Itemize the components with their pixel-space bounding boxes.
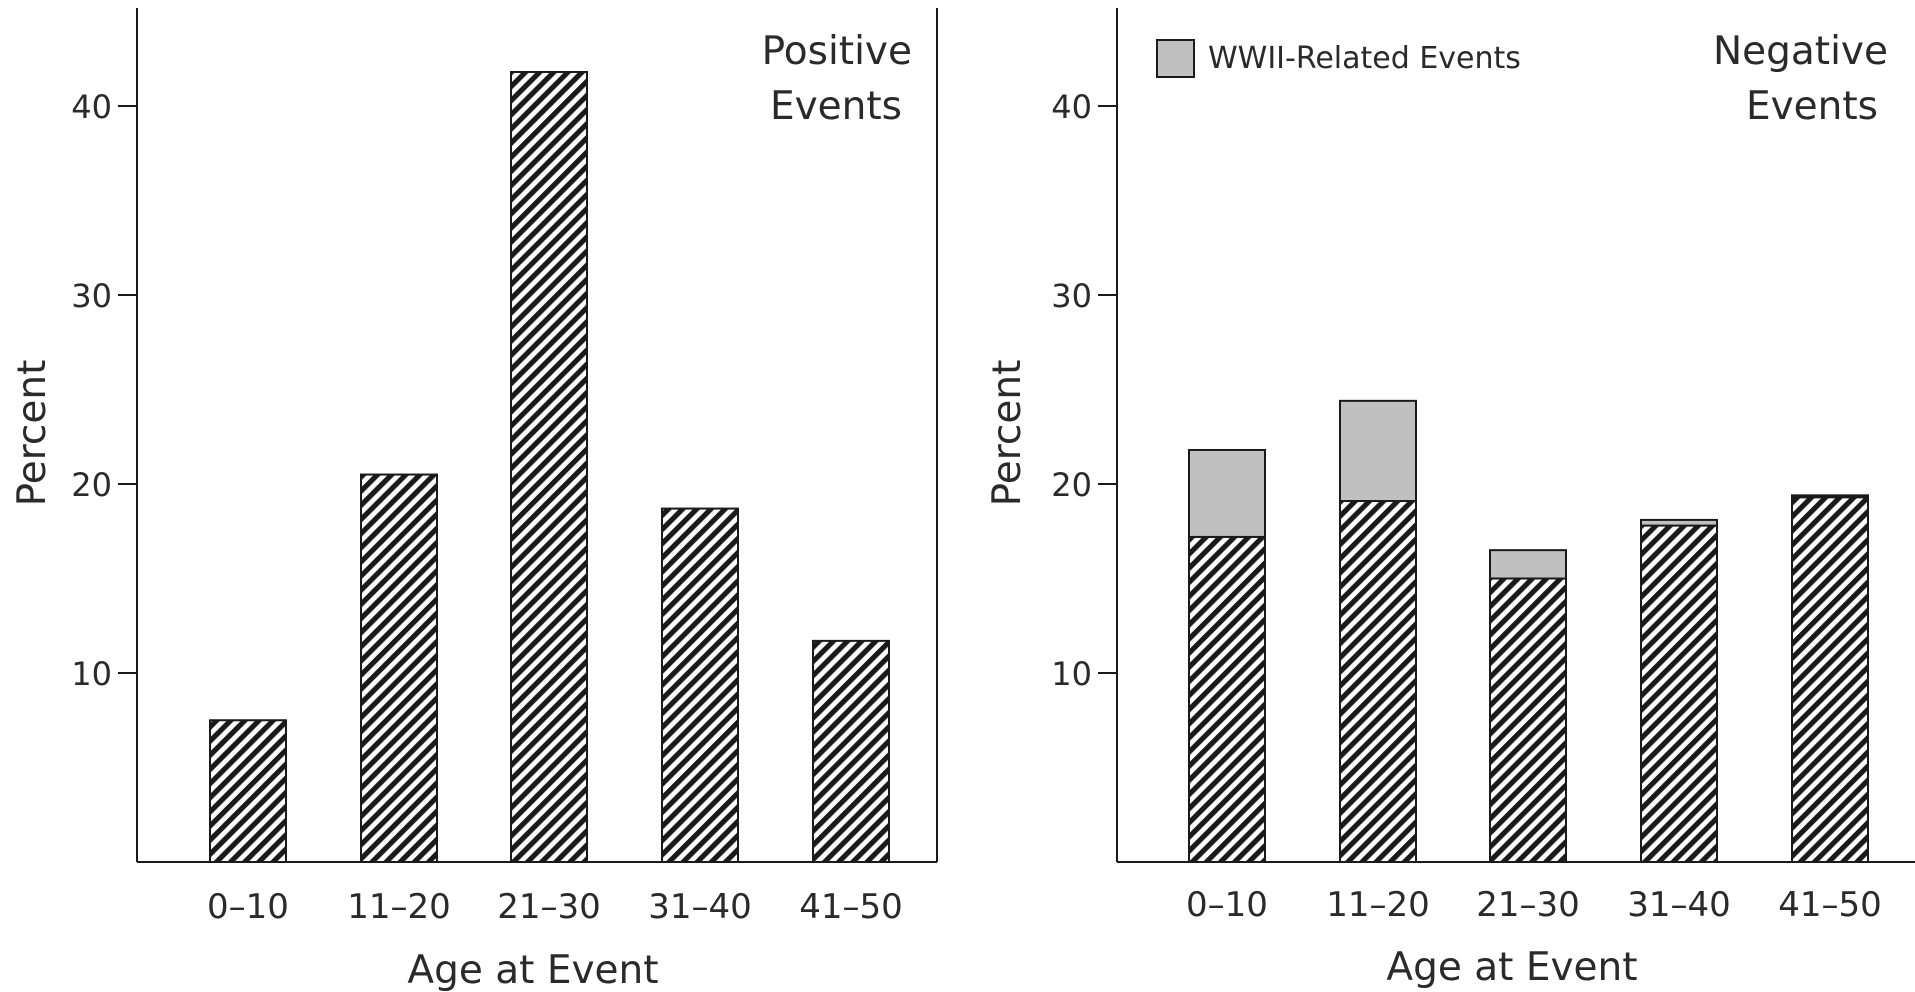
y-tick-label: 30: [1051, 277, 1092, 315]
x-tick-label: 11–20: [1326, 885, 1430, 925]
x-tick-label: 21–30: [497, 887, 601, 927]
bar-21–30: [510, 70, 588, 864]
x-tick-label: 11–20: [347, 887, 451, 927]
legend: WWII-Related Events: [1156, 39, 1521, 78]
x-tick-label: 0–10: [1186, 885, 1268, 925]
bar-wwii-11–20: [1339, 399, 1417, 503]
y-tick-label: 10: [71, 655, 112, 693]
chart-title-line-1: Negative: [1713, 29, 1888, 74]
bar-wwii-21–30: [1489, 549, 1567, 580]
chart-title-line-1: Positive: [762, 29, 912, 74]
x-tick-label: 0–10: [207, 887, 289, 927]
chart-title-line-2: Events: [1746, 84, 1878, 129]
bar-41–50: [812, 639, 890, 863]
bar-wwii-0–10: [1188, 448, 1266, 538]
positive-events-chart: 10 20 30 40 0–10 11–20 21–30 31–40 41–50 Positiv…: [10, 8, 938, 992]
legend-swatch-wwii: [1156, 39, 1195, 78]
bar-0–10: [209, 719, 287, 863]
y-tick-label: 30: [71, 277, 112, 315]
x-tick-label: 41–50: [799, 887, 903, 927]
bar-21–30: [1489, 577, 1567, 863]
bar-41–50: [1791, 496, 1869, 863]
y-tick-label: 10: [1051, 655, 1092, 693]
x-axis-title: Age at Event: [1386, 945, 1637, 990]
bar-31–40: [661, 507, 739, 863]
y-tick-label: 40: [1051, 88, 1092, 126]
x-axis-title: Age at Event: [407, 948, 658, 992]
y-tick-label: 40: [71, 88, 112, 126]
x-tick-label: 31–40: [648, 887, 752, 927]
y-tick-label: 20: [71, 466, 112, 504]
negative-events-chart: 10 20 30 40 0–10 11–20 21–30 31–40 41–50 Negativ…: [985, 8, 1915, 990]
bar-11–20: [1339, 500, 1417, 863]
x-tick-label: 21–30: [1476, 885, 1580, 925]
y-axis-title: Percent: [985, 360, 1030, 507]
bar-11–20: [360, 473, 438, 863]
bar-31–40: [1640, 524, 1718, 864]
legend-label-wwii: WWII-Related Events: [1208, 41, 1521, 76]
x-tick-label: 41–50: [1778, 885, 1882, 925]
bar-wwii-31–40: [1640, 518, 1718, 527]
bar-wwii-41–50: [1791, 494, 1869, 499]
y-axis-title: Percent: [10, 360, 55, 507]
y-tick-label: 20: [1051, 466, 1092, 504]
x-tick-label: 31–40: [1627, 885, 1731, 925]
bar-0–10: [1188, 535, 1266, 863]
chart-title-line-2: Events: [770, 84, 902, 129]
